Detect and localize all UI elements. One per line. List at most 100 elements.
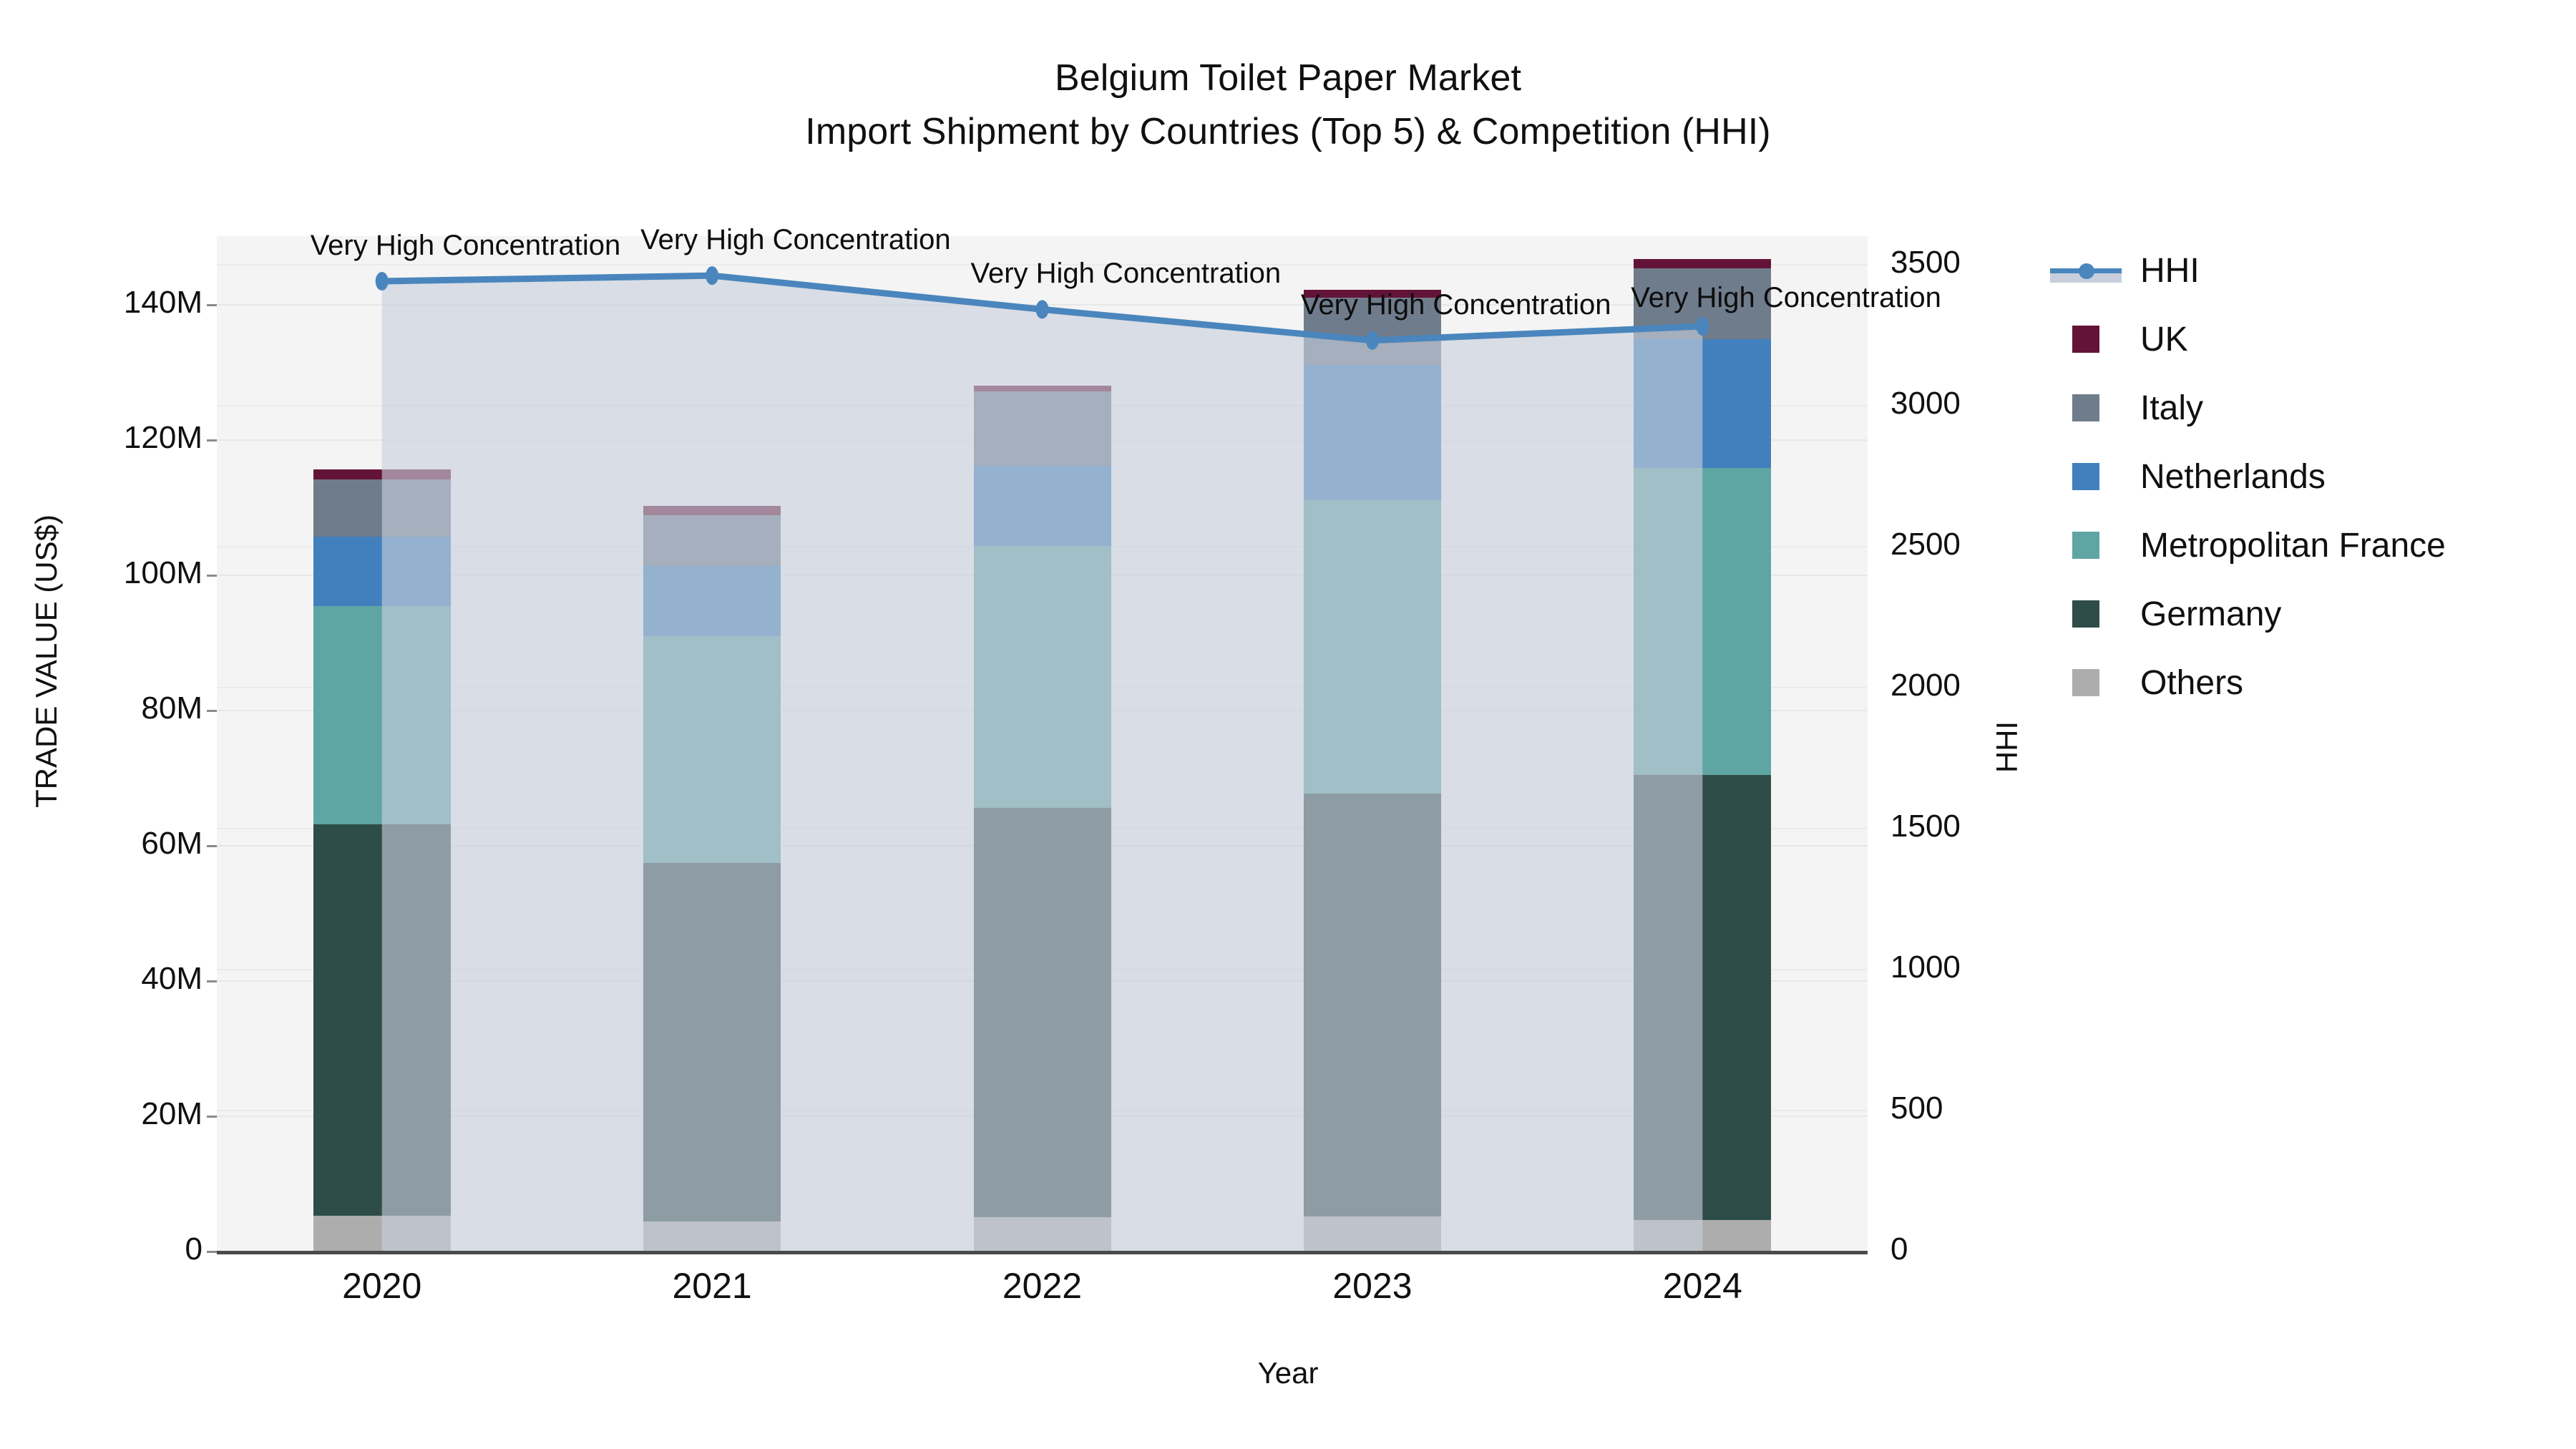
y-tick-mark-left <box>207 439 217 441</box>
bar-segment-metropolitan-france[interactable] <box>1634 468 1772 776</box>
y-tick-mark-left <box>207 709 217 712</box>
legend-swatch-uk <box>2072 326 2099 353</box>
bar-segment-netherlands[interactable] <box>643 566 781 636</box>
y-tick-right-500: 500 <box>1890 1091 1943 1126</box>
legend-label: Italy <box>2140 389 2204 427</box>
bar-segment-uk[interactable] <box>313 469 451 480</box>
gridline-secondary <box>217 264 1868 266</box>
legend-swatch-germany <box>2072 600 2099 628</box>
legend-line-dot <box>2079 263 2094 279</box>
bar-stack-2020[interactable] <box>313 469 451 1251</box>
chart-title-line-1: Belgium Toilet Paper Market <box>1054 57 1522 99</box>
x-tick-2021: 2021 <box>672 1266 752 1306</box>
bar-segment-others[interactable] <box>1303 1216 1441 1251</box>
y-tick-right-0: 0 <box>1890 1231 1908 1267</box>
legend-swatch-metropolitan-france <box>2072 532 2099 559</box>
y-tick-left-40M: 40M <box>141 960 203 996</box>
legend-item-germany[interactable]: Germany <box>2050 580 2551 648</box>
chart-title-block: Belgium Toilet Paper Market Import Shipm… <box>0 56 2576 155</box>
bar-series-layer <box>217 236 1868 1251</box>
bar-segment-metropolitan-france[interactable] <box>313 606 451 825</box>
legend-item-metropolitan-france[interactable]: Metropolitan France <box>2050 511 2551 580</box>
y-tick-mark-left <box>207 1115 217 1118</box>
legend-item-italy[interactable]: Italy <box>2050 374 2551 442</box>
y-tick-left-60M: 60M <box>141 825 203 861</box>
y-tick-right-1500: 1500 <box>1890 809 1961 844</box>
y-tick-left-140M: 140M <box>123 284 203 320</box>
y-tick-left-100M: 100M <box>123 555 203 590</box>
x-tick-2023: 2023 <box>1332 1266 1413 1306</box>
x-tick-2020: 2020 <box>342 1266 422 1306</box>
x-axis-line <box>217 1251 1868 1254</box>
legend-item-netherlands[interactable]: Netherlands <box>2050 442 2551 511</box>
bar-segment-italy[interactable] <box>973 391 1111 467</box>
y-axis-right-title: HHI <box>1990 721 2024 774</box>
y-tick-right-1000: 1000 <box>1890 950 1961 985</box>
y-tick-mark-left <box>207 980 217 982</box>
bar-stack-2024[interactable] <box>1634 259 1772 1251</box>
legend-label: UK <box>2140 320 2188 358</box>
legend-item-others[interactable]: Others <box>2050 648 2551 717</box>
legend-swatch-italy <box>2072 394 2099 421</box>
bar-stack-2021[interactable] <box>643 506 781 1251</box>
y-tick-left-120M: 120M <box>123 419 203 455</box>
y-tick-left-20M: 20M <box>141 1096 203 1131</box>
bar-segment-others[interactable] <box>643 1221 781 1251</box>
bar-segment-germany[interactable] <box>313 824 451 1216</box>
y-tick-right-3000: 3000 <box>1890 386 1961 421</box>
bar-segment-metropolitan-france[interactable] <box>973 545 1111 808</box>
bar-segment-others[interactable] <box>313 1215 451 1251</box>
bar-segment-germany[interactable] <box>643 863 781 1222</box>
bar-segment-uk[interactable] <box>643 506 781 516</box>
bar-segment-uk[interactable] <box>973 385 1111 392</box>
legend-label: Metropolitan France <box>2140 526 2446 565</box>
y-tick-mark-left <box>207 1251 217 1253</box>
x-tick-2022: 2022 <box>1002 1266 1083 1306</box>
annotation-2023: Very High Concentration <box>1300 288 1611 321</box>
y-tick-mark-left <box>207 303 217 306</box>
y-tick-mark-left <box>207 574 217 577</box>
annotation-2020: Very High Concentration <box>310 230 621 262</box>
plot-area: Very High Concentration Very High Concent… <box>217 225 1941 1251</box>
bar-segment-italy[interactable] <box>313 479 451 537</box>
y-tick-right-3500: 3500 <box>1890 245 1961 280</box>
legend-line-icon <box>2050 257 2122 284</box>
chart-title-line-2: Import Shipment by Countries (Top 5) & C… <box>805 111 1771 153</box>
y-tick-left-80M: 80M <box>141 690 203 726</box>
bar-segment-germany[interactable] <box>1634 775 1772 1221</box>
y-tick-right-2500: 2500 <box>1890 527 1961 562</box>
bar-segment-netherlands[interactable] <box>1303 364 1441 500</box>
x-axis-title: Year <box>1257 1356 1319 1390</box>
bar-segment-germany[interactable] <box>1303 793 1441 1216</box>
bar-segment-others[interactable] <box>973 1216 1111 1251</box>
annotation-2021: Very High Concentration <box>640 224 951 256</box>
bar-segment-uk[interactable] <box>1634 259 1772 269</box>
bar-stack-2022[interactable] <box>973 385 1111 1251</box>
bar-segment-netherlands[interactable] <box>973 466 1111 546</box>
chart-legend: HHI UK Italy Netherlands Metropolitan France… <box>2050 236 2551 717</box>
annotation-2022: Very High Concentration <box>970 258 1282 290</box>
legend-item-uk[interactable]: UK <box>2050 305 2551 374</box>
bar-segment-netherlands[interactable] <box>313 536 451 607</box>
y-axis-left-title: TRADE VALUE (US$) <box>29 514 63 808</box>
bar-stack-2023[interactable] <box>1303 289 1441 1251</box>
legend-swatch-netherlands <box>2072 463 2099 490</box>
bar-segment-netherlands[interactable] <box>1634 338 1772 469</box>
bar-segment-others[interactable] <box>1634 1220 1772 1251</box>
legend-swatch-others <box>2072 669 2099 696</box>
legend-label: Others <box>2140 663 2244 702</box>
legend-item-hhi[interactable]: HHI <box>2050 236 2551 305</box>
x-tick-2024: 2024 <box>1662 1266 1742 1306</box>
legend-label: Netherlands <box>2140 457 2326 496</box>
bar-segment-metropolitan-france[interactable] <box>643 635 781 864</box>
bar-segment-metropolitan-france[interactable] <box>1303 499 1441 794</box>
legend-label: Germany <box>2140 595 2282 633</box>
legend-label: HHI <box>2140 251 2200 290</box>
y-tick-right-2000: 2000 <box>1890 668 1961 703</box>
y-tick-left-0: 0 <box>185 1231 203 1267</box>
bar-segment-germany[interactable] <box>973 807 1111 1217</box>
y-tick-mark-left <box>207 844 217 847</box>
annotation-2024: Very High Concentration <box>1631 282 1941 314</box>
bar-segment-italy[interactable] <box>643 515 781 567</box>
